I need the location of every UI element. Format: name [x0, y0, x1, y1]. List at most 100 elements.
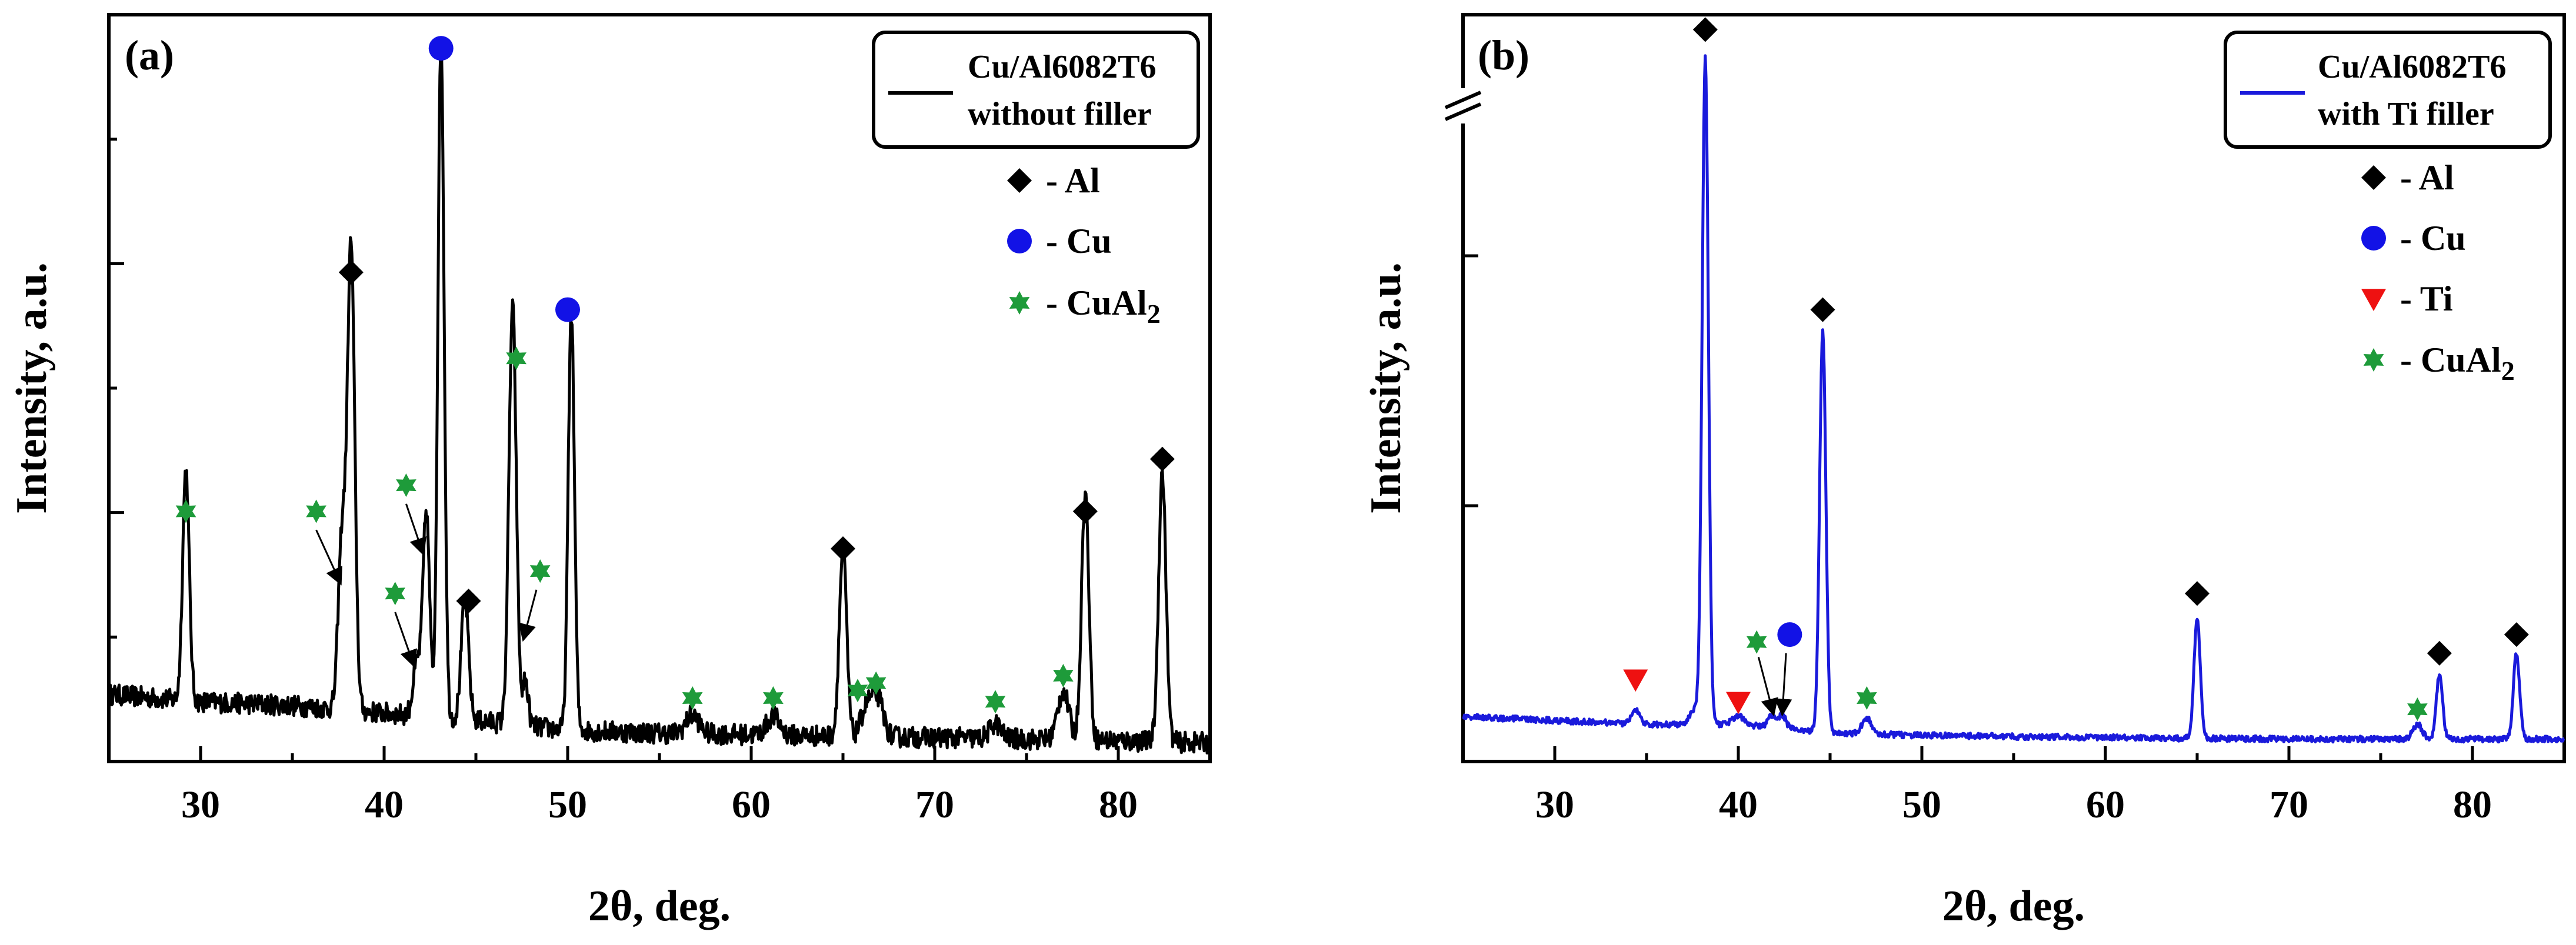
x-tick-label: 80	[2453, 783, 2492, 826]
ti-peak-marker	[1726, 692, 1751, 714]
cual2-peak-marker	[175, 499, 196, 523]
marker-layer-a	[175, 36, 1175, 714]
cual2-peak-marker	[865, 671, 887, 695]
tick-layer-a: 30 40 50 60 70 80	[107, 138, 1212, 826]
legend-phase-cu-a: - Cu	[1007, 222, 1112, 261]
cual2-peak-marker	[396, 473, 416, 497]
cual2-peak-marker	[1746, 630, 1767, 654]
legend-phase-text: - CuAl	[1046, 283, 1147, 322]
x-tick-label: 60	[2086, 783, 2125, 826]
al-legend-marker	[1007, 168, 1032, 193]
ti-peak-marker	[1623, 669, 1648, 692]
al-peak-marker	[831, 536, 855, 562]
cual2-legend-marker	[1009, 291, 1030, 315]
panel-b: 30 40 50 60 70 80 (b) Cu/Al6082T6 with Ti fil…	[1362, 13, 2566, 930]
cu-legend-marker	[2361, 226, 2386, 251]
peak-arrow	[315, 529, 342, 586]
panel-label-a: (a)	[125, 32, 174, 79]
triangle-down-icon	[2361, 289, 2386, 311]
diamond-icon	[1007, 168, 1032, 193]
legend-series-line1-a: Cu/Al6082T6	[968, 49, 1157, 85]
al-peak-marker	[338, 260, 364, 285]
legend-phase-label: - Al	[1046, 161, 1100, 200]
x-tick-label: 70	[915, 783, 954, 826]
legend-phase-label: - CuAl2	[1046, 283, 1161, 329]
legend-phase-al-a: - Al	[1007, 161, 1100, 200]
star-icon	[2363, 348, 2384, 372]
legend-box-b	[2224, 31, 2552, 149]
al-peak-marker	[456, 588, 481, 613]
peak-arrow	[518, 589, 538, 642]
legend-phase-label: - Cu	[1046, 222, 1112, 261]
legend-phase-label: - Cu	[2400, 219, 2466, 258]
marker-layer-b	[1623, 17, 2529, 722]
circle-icon	[1007, 229, 1032, 253]
legend-phase-cual2-b: - CuAl2	[2363, 340, 2515, 386]
y-axis-label-b: Intensity, a.u.	[1362, 262, 1410, 514]
cual2-peak-marker	[763, 686, 784, 710]
ti-legend-marker	[2361, 289, 2386, 311]
legend-b: Cu/Al6082T6 with Ti filler - Al - Cu - T…	[2224, 31, 2552, 386]
cual2-legend-marker	[2363, 348, 2384, 372]
star-icon	[1009, 291, 1030, 315]
peak-arrow	[1757, 656, 1778, 717]
peak-arrow	[1774, 653, 1792, 717]
peak-arrow	[405, 503, 426, 556]
annotation-layer-b	[1757, 653, 1792, 717]
xrd-pattern-line	[1462, 54, 2565, 744]
legend-phase-al-b: - Al	[2361, 158, 2454, 197]
legend-box-a	[872, 31, 1200, 149]
cual2-peak-marker	[985, 690, 1006, 714]
al-legend-marker	[2361, 165, 2386, 190]
cual2-peak-marker	[847, 679, 868, 703]
legend-phase-label: - CuAl2	[2400, 340, 2515, 386]
panel-label-b: (b)	[1478, 32, 1529, 79]
x-axis-label-b: 2θ, deg.	[1942, 882, 2085, 930]
cu-peak-marker	[428, 36, 454, 61]
panel-a: 30 40 50 60 70 80 (a) Cu/Al6082T6 without fil…	[8, 13, 1212, 930]
x-tick-label: 40	[1719, 783, 1758, 826]
legend-series-line2-a: without filler	[968, 96, 1152, 132]
x-tick-label: 50	[1902, 783, 1941, 826]
cual2-peak-marker	[2407, 697, 2428, 722]
cu-peak-marker	[1777, 622, 1802, 647]
x-axis-label-a: 2θ, deg.	[588, 882, 731, 930]
al-peak-marker	[2504, 622, 2529, 647]
legend-series-line2-b: with Ti filler	[2318, 96, 2494, 132]
circle-icon	[2361, 226, 2386, 251]
legend-phase-cual2-a: - CuAl2	[1009, 283, 1161, 329]
x-tick-label: 70	[2270, 783, 2308, 826]
cu-peak-marker	[555, 297, 580, 322]
al-peak-marker	[1810, 297, 1835, 322]
legend-phase-ti-b: - Ti	[2361, 279, 2453, 318]
legend-phase-label: - Ti	[2400, 279, 2453, 318]
al-peak-marker	[2185, 581, 2210, 606]
legend-phase-subscript: 2	[1147, 299, 1161, 329]
x-tick-label: 30	[1535, 783, 1574, 826]
annotation-layer-a	[315, 503, 538, 668]
legend-series-line1-b: Cu/Al6082T6	[2318, 49, 2507, 85]
legend-phase-cu-b: - Cu	[2361, 219, 2466, 258]
x-tick-label: 30	[181, 783, 220, 826]
al-peak-marker	[1072, 499, 1098, 524]
cual2-peak-marker	[1053, 664, 1074, 687]
cual2-peak-marker	[306, 499, 326, 523]
xrd-pattern-line	[107, 41, 1212, 755]
legend-phase-text: - CuAl	[2400, 340, 2501, 379]
al-peak-marker	[1692, 17, 1718, 42]
diamond-icon	[2361, 165, 2386, 190]
legend-phase-label: - Al	[2400, 158, 2454, 197]
series-layer-a	[107, 41, 1212, 755]
x-tick-label: 80	[1099, 783, 1138, 826]
al-peak-marker	[1149, 446, 1175, 472]
peak-arrow	[394, 612, 418, 668]
axis-break-icon	[1444, 88, 1482, 123]
cual2-peak-marker	[529, 559, 551, 583]
tick-layer-b: 30 40 50 60 70 80	[1461, 254, 2566, 826]
x-tick-label: 60	[732, 783, 771, 826]
cual2-peak-marker	[1857, 686, 1877, 710]
y-axis-label-a: Intensity, a.u.	[8, 262, 56, 514]
x-tick-label: 40	[365, 783, 404, 826]
cu-legend-marker	[1007, 229, 1032, 253]
